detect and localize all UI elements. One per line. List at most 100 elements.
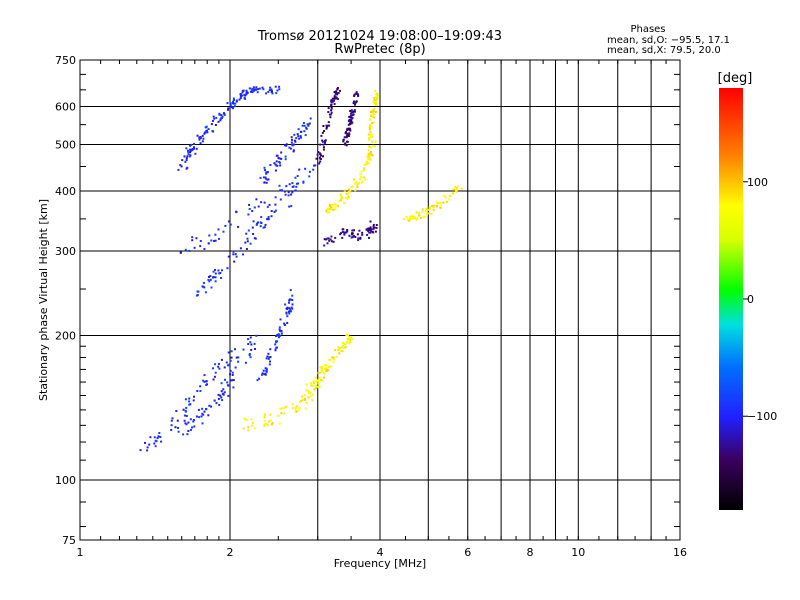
data-point xyxy=(231,379,234,382)
data-point xyxy=(311,399,314,402)
data-point xyxy=(301,395,303,398)
data-point xyxy=(349,338,352,341)
data-point xyxy=(184,248,187,251)
data-point xyxy=(199,385,202,388)
data-point xyxy=(254,348,256,350)
data-point xyxy=(198,416,201,419)
data-point xyxy=(258,87,261,90)
data-point xyxy=(333,103,336,105)
data-point xyxy=(436,205,438,208)
data-point xyxy=(199,245,202,248)
data-point xyxy=(232,97,235,100)
data-point xyxy=(237,356,240,359)
data-point xyxy=(291,407,294,410)
chart-title: Tromsø 20121024 19:08:00–19:09:43 xyxy=(257,29,502,44)
data-point xyxy=(218,113,221,116)
data-point xyxy=(244,94,247,97)
data-point xyxy=(239,97,242,100)
data-point xyxy=(280,189,283,192)
data-point xyxy=(352,110,355,113)
data-point xyxy=(218,367,221,370)
data-point xyxy=(303,130,306,133)
data-point xyxy=(317,151,320,153)
data-point xyxy=(346,197,349,200)
data-point xyxy=(343,343,346,346)
data-point xyxy=(371,230,374,233)
data-point xyxy=(348,127,351,130)
data-point xyxy=(170,429,173,431)
data-point xyxy=(344,346,347,349)
data-point xyxy=(421,208,424,211)
x-tick-label: 10 xyxy=(571,546,585,559)
data-point xyxy=(340,346,343,349)
data-point xyxy=(248,87,251,90)
data-point xyxy=(191,236,194,239)
data-point xyxy=(302,122,305,124)
data-point xyxy=(325,364,328,367)
data-point xyxy=(305,127,308,130)
data-point xyxy=(251,424,253,427)
data-point xyxy=(203,132,206,135)
data-point xyxy=(314,384,317,387)
data-point xyxy=(402,218,405,220)
data-point xyxy=(157,435,160,438)
data-point xyxy=(321,140,324,143)
data-point xyxy=(285,185,288,188)
data-point xyxy=(263,181,266,184)
data-point xyxy=(313,382,315,385)
colorbar-gradient xyxy=(719,88,743,510)
data-point xyxy=(303,393,306,396)
data-point xyxy=(344,142,347,145)
data-point xyxy=(220,382,223,385)
data-point xyxy=(253,206,256,209)
data-point xyxy=(255,334,258,337)
data-point xyxy=(312,168,315,171)
data-point xyxy=(307,396,309,399)
data-point xyxy=(210,286,213,289)
data-point xyxy=(325,124,328,127)
colorbar-ticks: 100 0 −100 xyxy=(743,176,777,423)
data-point xyxy=(220,114,223,117)
data-point xyxy=(342,140,345,143)
data-point xyxy=(439,206,442,209)
data-point xyxy=(347,195,350,198)
data-point xyxy=(234,366,237,369)
data-point xyxy=(212,378,215,381)
data-point xyxy=(288,301,290,304)
data-point xyxy=(270,90,273,93)
data-point xyxy=(289,289,292,292)
data-point xyxy=(354,103,356,106)
data-point xyxy=(205,408,208,411)
data-point xyxy=(237,360,240,363)
data-point xyxy=(212,367,214,370)
data-point xyxy=(266,178,269,181)
data-point xyxy=(256,222,258,225)
data-point xyxy=(186,166,189,169)
data-point xyxy=(231,371,234,374)
data-point xyxy=(342,345,345,348)
data-point xyxy=(313,164,316,167)
data-point xyxy=(372,121,375,124)
data-point xyxy=(330,235,333,238)
data-point xyxy=(286,322,289,324)
data-point xyxy=(370,153,372,156)
data-point xyxy=(230,356,233,359)
data-point xyxy=(335,355,338,358)
data-point xyxy=(359,236,362,239)
data-point xyxy=(287,194,290,197)
data-point xyxy=(320,134,323,137)
data-point xyxy=(358,182,361,184)
data-point xyxy=(357,239,360,242)
data-point xyxy=(189,154,192,157)
data-point xyxy=(270,423,273,426)
data-point xyxy=(335,91,337,94)
data-point xyxy=(287,191,290,194)
data-point xyxy=(375,102,378,105)
data-point xyxy=(188,403,191,406)
grid-lines xyxy=(80,60,680,540)
data-point xyxy=(444,196,447,199)
data-point xyxy=(304,399,307,401)
data-point xyxy=(375,97,378,100)
data-point xyxy=(353,95,356,97)
data-point xyxy=(368,139,371,141)
